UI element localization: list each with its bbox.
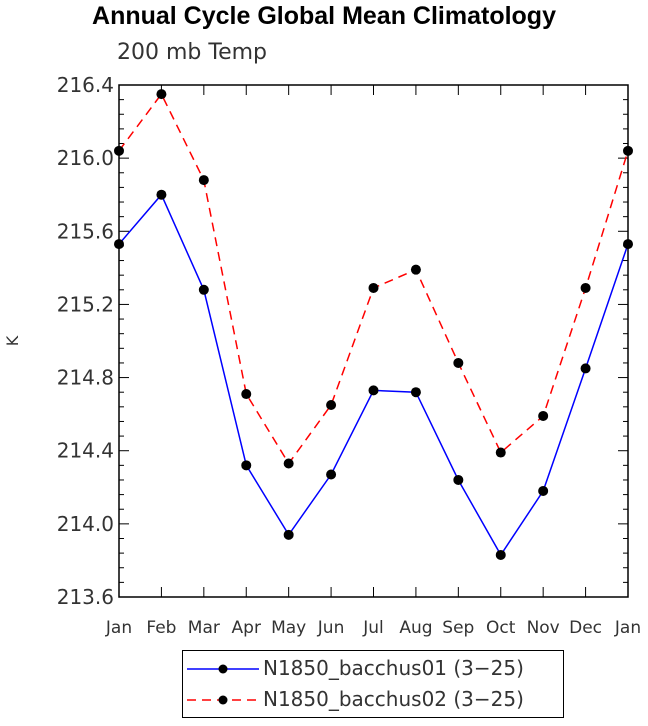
x-tick-label: Oct [486,618,516,638]
data-point-series-1 [538,485,549,496]
data-point-series-2 [623,145,633,156]
y-tick-label: 215.6 [57,219,114,243]
data-point-series-1 [156,189,167,200]
data-point-series-2 [156,89,167,100]
chart-title: Annual Cycle Global Mean Climatology [92,2,556,30]
data-point-series-1 [114,239,124,250]
data-point-series-2 [580,282,591,293]
data-point-series-2 [241,389,252,400]
chart-subtitle: 200 mb Temp [117,40,268,65]
x-tick-label: Dec [569,618,602,638]
legend-item-series-2: N1850_bacchus02 (3−25) [183,685,563,715]
series-line-2 [118,92,629,465]
x-tick-label: Jan [105,618,132,638]
x-tick-label: Aug [399,618,432,638]
data-point-series-1 [623,239,633,250]
data-point-series-1 [326,469,337,480]
x-tick-label: Nov [527,618,560,638]
x-tick-label: Jan [614,618,641,638]
legend-marker-series-1 [187,664,259,674]
x-tick-label: May [271,618,306,638]
x-tick-label: Feb [146,618,176,638]
y-tick-labels: 213.6 214.0 214.4 214.8 215.2 215.6 216.0 216.4 [57,73,114,609]
legend-label-series-1: N1850_bacchus01 (3−25) [263,656,524,680]
y-tick-label: 216.4 [57,73,114,97]
legend: N1850_bacchus01 (3−25) N1850_bacchus02 (… [182,650,564,718]
series-line-1 [118,193,629,557]
data-point-series-1 [283,529,294,540]
data-point-series-2 [198,175,209,186]
legend-marker-series-2 [187,695,259,705]
series-points [114,89,633,560]
data-point-series-1 [580,363,591,374]
y-tick-label: 213.6 [57,585,114,609]
data-point-series-2 [495,447,506,458]
line-chart: 213.6 214.0 214.4 214.8 215.2 215.6 216.0 216.4… [3,73,641,638]
x-tick-label: Jun [317,618,345,638]
plot-frame [118,84,629,598]
y-tick-label: 215.2 [57,292,114,316]
x-tick-label: Mar [188,618,220,638]
data-point-series-2 [368,282,379,293]
data-point-series-1 [453,474,464,485]
major-ticks [118,84,629,598]
data-point-series-1 [368,385,379,396]
minor-ticks [119,99,628,583]
x-tick-label: Jul [362,618,384,638]
y-tick-label: 214.0 [57,512,114,536]
data-point-series-1 [241,460,252,471]
data-point-series-2 [453,357,464,368]
x-tick-labels: Jan Feb Mar Apr May Jun Jul Aug Sep Oct Nov Dec Jan [105,618,641,638]
y-tick-label: 214.8 [57,366,114,390]
data-point-series-1 [198,284,209,295]
data-point-series-2 [114,145,124,156]
x-tick-label: Sep [442,618,474,638]
legend-label-series-2: N1850_bacchus02 (3−25) [263,687,524,711]
data-point-series-2 [283,458,294,469]
y-tick-label: 216.0 [57,146,114,170]
data-point-series-2 [410,264,421,275]
data-point-series-2 [326,400,337,410]
y-tick-label: 214.4 [57,439,114,463]
data-point-series-1 [410,387,421,398]
y-axis-label: K [3,335,22,346]
data-point-series-2 [538,410,549,421]
series-lines [118,92,629,557]
data-point-series-1 [495,549,506,560]
x-tick-label: Apr [232,618,261,638]
legend-item-series-1: N1850_bacchus01 (3−25) [183,654,563,684]
